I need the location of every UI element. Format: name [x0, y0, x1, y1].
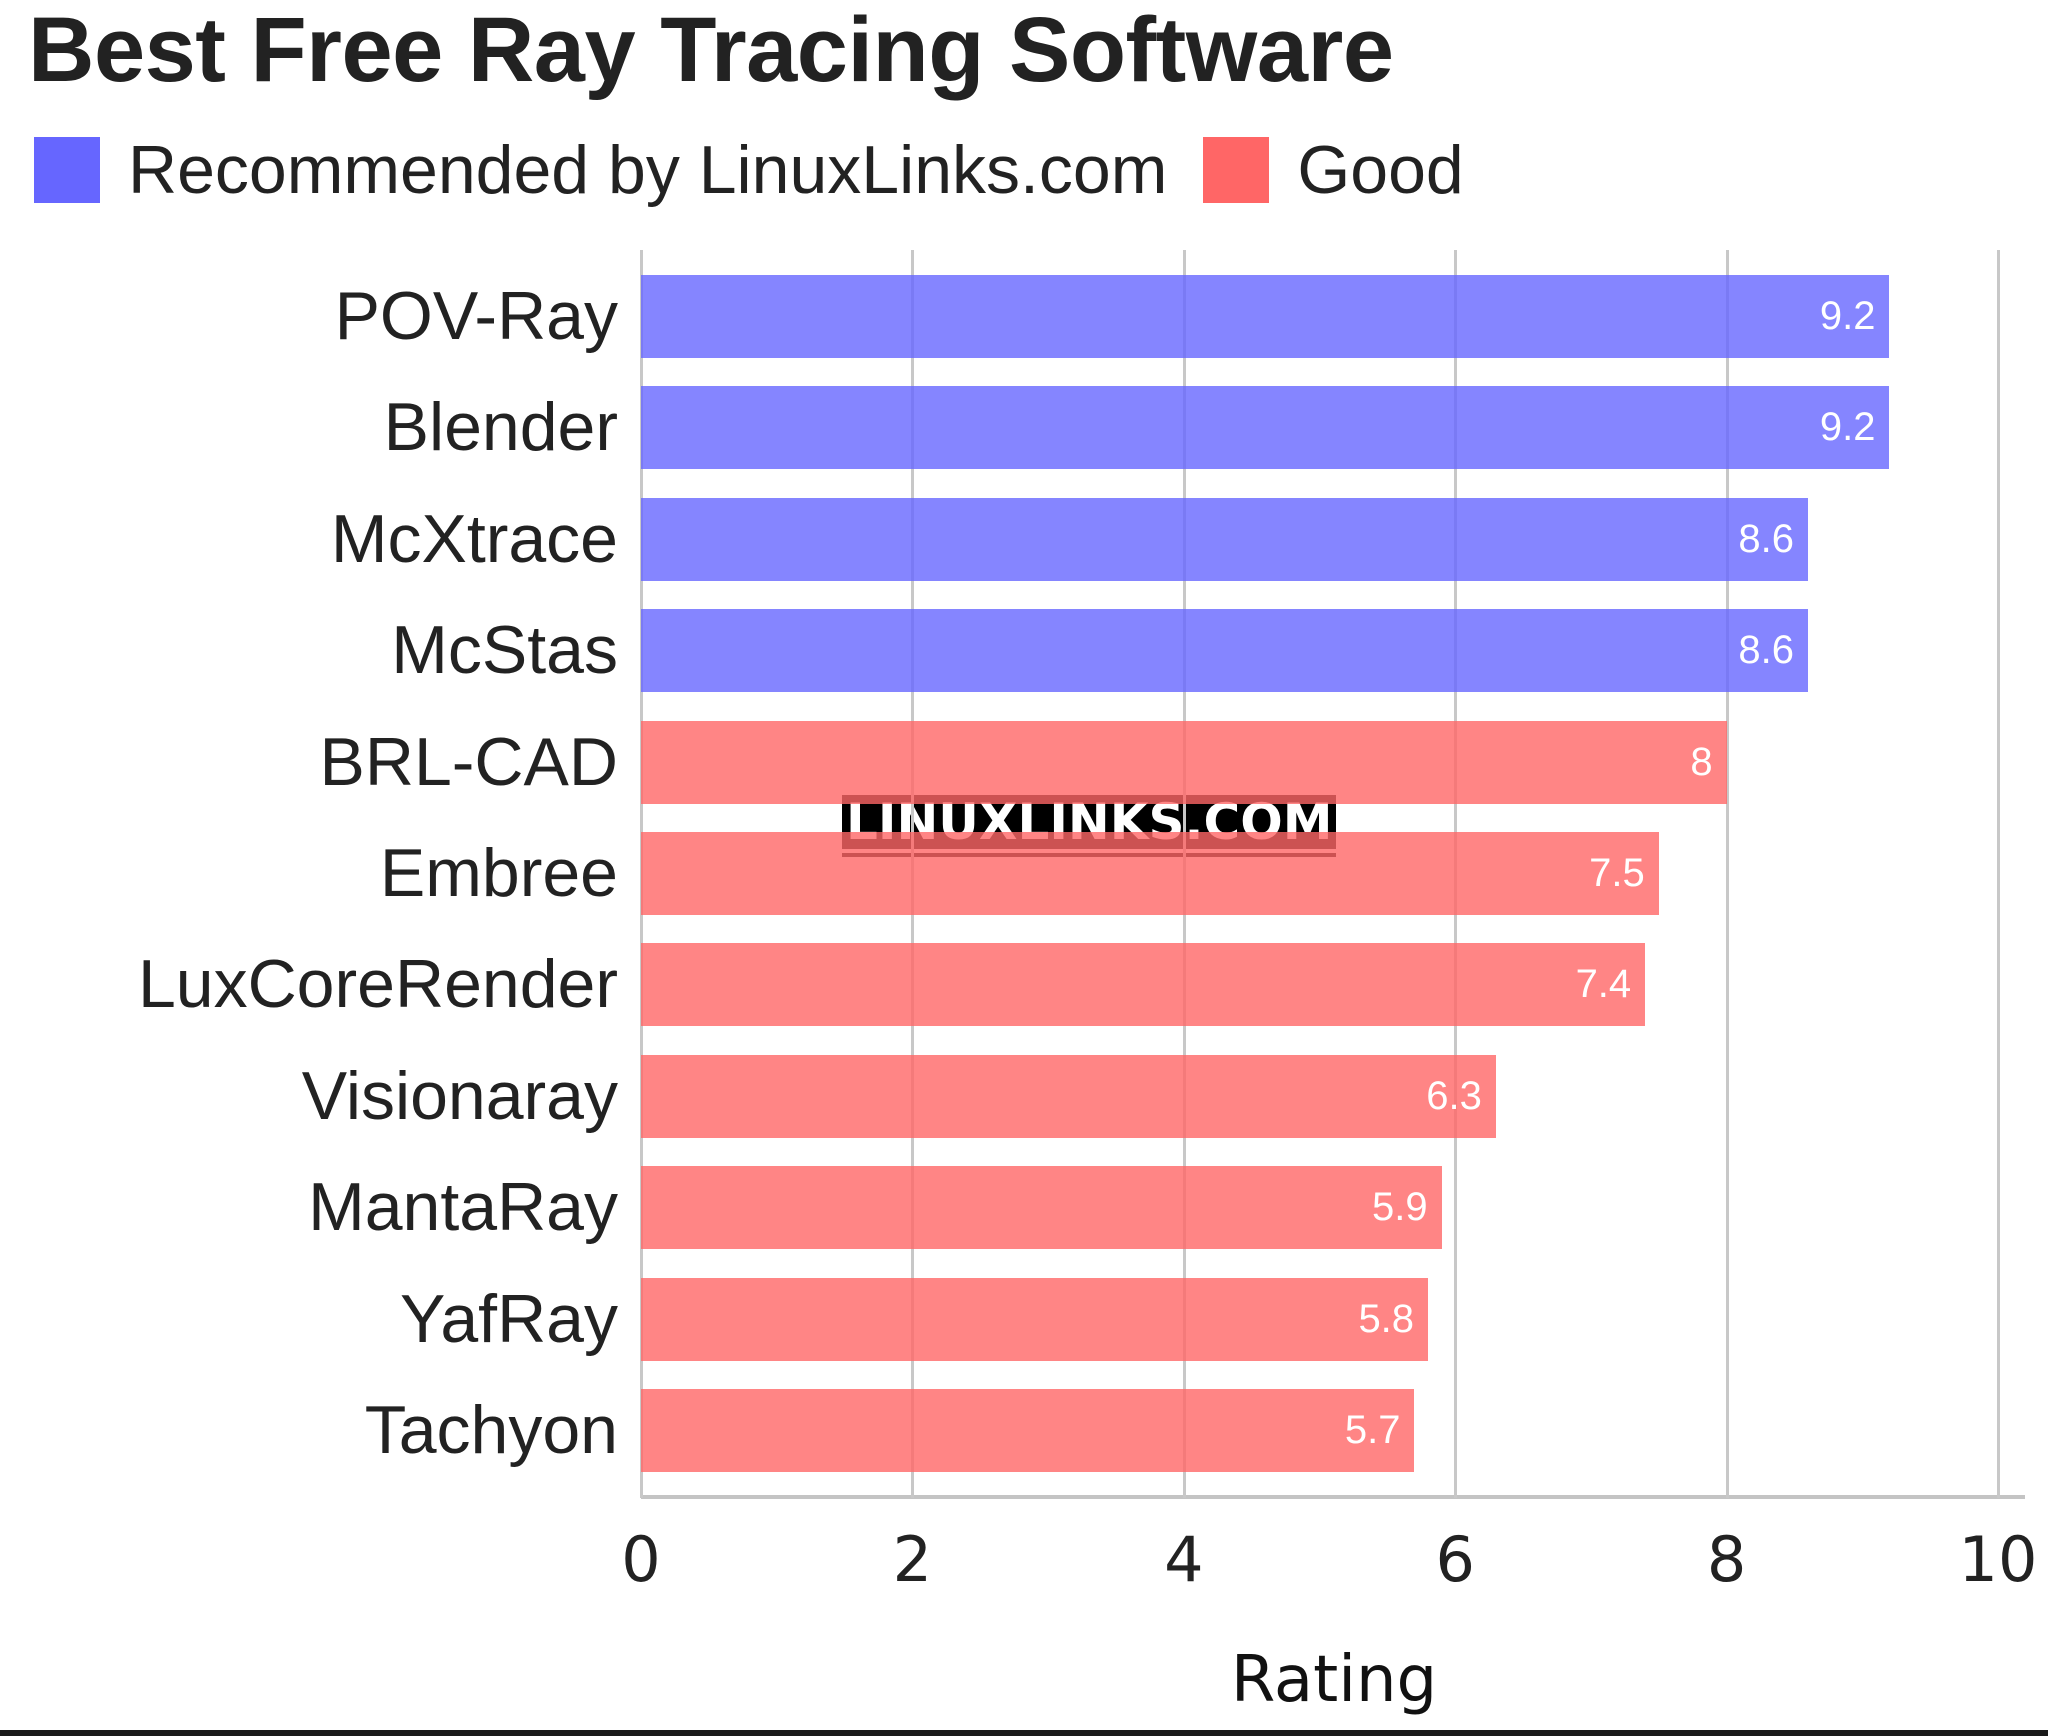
bar-value-label: 5.7: [1344, 1408, 1401, 1452]
x-tick-label: 4: [1164, 1523, 1204, 1596]
category-label: Tachyon: [364, 1392, 618, 1468]
bottom-rule: [0, 1730, 2048, 1736]
bar-value-label: 5.9: [1372, 1185, 1428, 1230]
bar-value-label: 8.6: [1738, 516, 1795, 561]
bar: [641, 720, 1727, 804]
category-label: BRL-CAD: [319, 723, 619, 800]
legend-label-good: Good: [1297, 132, 1464, 208]
bar-value-label: 5.8: [1358, 1296, 1415, 1341]
legend-item-recommended: Recommended by LinuxLinks.com: [34, 130, 1167, 210]
bar: [641, 609, 1809, 693]
bar: [641, 832, 1659, 915]
category-label: Visionaray: [301, 1057, 618, 1134]
bar: [641, 275, 1890, 358]
bar: [641, 1166, 1442, 1250]
x-tick-label: 6: [1435, 1523, 1475, 1596]
x-tick-label: 2: [892, 1523, 933, 1596]
bar-value-label: 6.3: [1426, 1073, 1482, 1118]
category-label: Embree: [379, 835, 618, 911]
x-tick-label: 8: [1706, 1523, 1747, 1596]
bar-value-label: 8.6: [1738, 628, 1795, 673]
category-label: McXtrace: [330, 500, 618, 577]
bar: [641, 1277, 1429, 1361]
category-label: POV-Ray: [334, 278, 618, 354]
bar: [641, 943, 1646, 1027]
bar: [641, 1389, 1415, 1472]
legend-item-good: Good: [1203, 130, 1464, 210]
x-axis-label: Rating: [1230, 1643, 1438, 1717]
bar: [641, 386, 1890, 470]
category-label: LuxCoreRender: [137, 946, 618, 1023]
legend-swatch-recommended: [34, 137, 100, 203]
chart-title: Best Free Ray Tracing Software: [28, 0, 1394, 101]
category-label: Blender: [383, 389, 618, 466]
bars: 9.2 9.2 8.6 8.6 8 7.5 7.4 6.3 5.9 5.8 5.7: [641, 250, 2025, 1498]
legend-swatch-good: [1203, 137, 1270, 203]
bar: [641, 1054, 1496, 1138]
bar-value-label: 7.4: [1575, 962, 1632, 1007]
x-tick-label: 10: [1958, 1523, 2038, 1596]
bar-value-label: 9.2: [1819, 405, 1876, 450]
x-axis-line: [641, 1495, 2025, 1499]
bar-value-label: 7.5: [1589, 851, 1645, 895]
category-label: McStas: [391, 612, 618, 689]
category-label: MantaRay: [308, 1169, 618, 1246]
bar-value-label: 9.2: [1819, 294, 1876, 338]
plot-area: 9.2 9.2 8.6 8.6 8 7.5 7.4 6.3 5.9 5.8 5.7: [640, 250, 2025, 1499]
bar: [641, 497, 1809, 581]
x-tick-label: 0: [621, 1523, 661, 1596]
legend-label-recommended: Recommended by LinuxLinks.com: [128, 132, 1168, 208]
legend: Recommended by LinuxLinks.com Good: [34, 130, 1500, 210]
gridline: [1997, 250, 2000, 1498]
category-label: YafRay: [400, 1280, 618, 1357]
bar-value-label: 8: [1690, 739, 1713, 784]
gridline: [1725, 250, 1729, 1498]
